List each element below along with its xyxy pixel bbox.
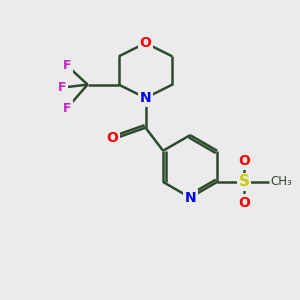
Text: O: O [106, 131, 118, 145]
Text: N: N [140, 91, 152, 105]
Text: F: F [62, 102, 71, 115]
Text: O: O [238, 196, 250, 210]
Text: O: O [140, 36, 152, 50]
Text: F: F [58, 81, 67, 94]
Text: CH₃: CH₃ [271, 176, 292, 188]
Text: N: N [184, 190, 196, 205]
Text: S: S [238, 175, 249, 190]
Text: F: F [62, 59, 71, 72]
Text: O: O [238, 154, 250, 168]
